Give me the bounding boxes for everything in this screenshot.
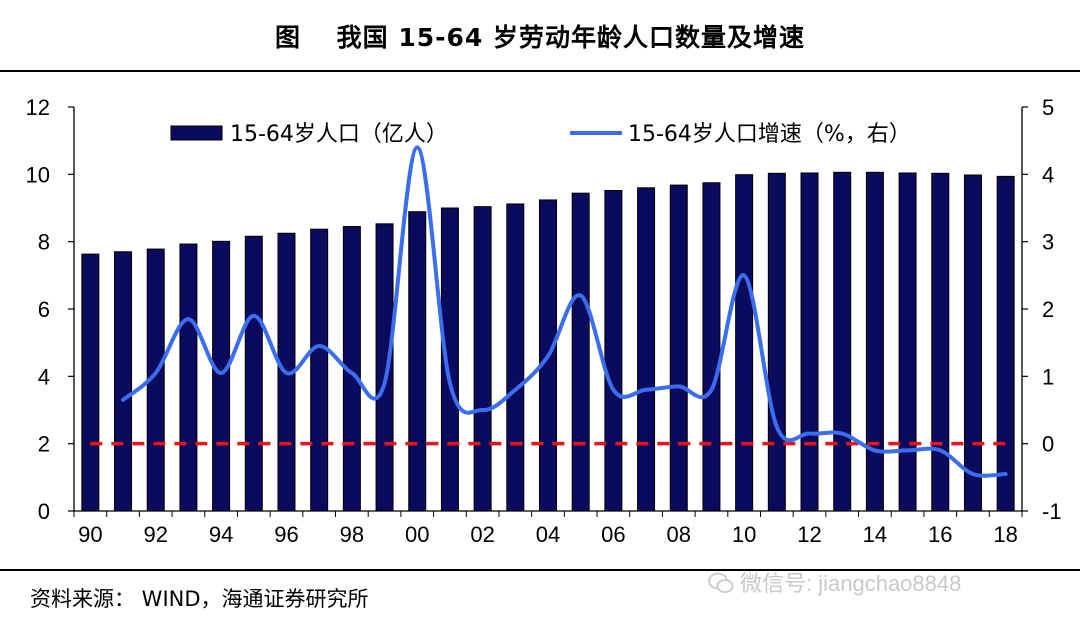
bar: [179, 243, 198, 512]
x-tick-label: 98: [340, 522, 364, 547]
bar: [375, 223, 394, 512]
x-tick-label: 90: [78, 522, 102, 547]
right-y-tick-label: 3: [1042, 230, 1054, 255]
bar: [996, 175, 1015, 512]
x-tick-label: 18: [993, 522, 1017, 547]
bar: [702, 182, 721, 512]
x-tick-label: 00: [405, 522, 429, 547]
bar: [800, 172, 819, 512]
left-y-tick-label: 12: [26, 95, 50, 120]
line-series-layer: [121, 145, 1008, 478]
x-tick-label: 92: [143, 522, 167, 547]
watermark-text: 微信号: jiangchao8848: [740, 571, 962, 596]
bar: [473, 206, 492, 512]
x-tick-label: 06: [601, 522, 625, 547]
left-y-tick-label: 10: [26, 162, 50, 187]
bar: [865, 171, 884, 512]
growth-rate-line: [121, 145, 1008, 478]
bar: [735, 174, 754, 512]
x-tick-label: 14: [863, 522, 887, 547]
bar: [310, 228, 329, 512]
bar: [114, 251, 133, 512]
title-row: 图 我国 15-64 岁劳动年龄人口数量及增速: [0, 0, 1080, 70]
x-tick-label: 16: [928, 522, 952, 547]
source-note: 资料来源： WIND，海通证券研究所: [30, 587, 369, 611]
bar: [506, 203, 525, 512]
bar: [408, 211, 427, 512]
left-y-tick-label: 8: [38, 230, 50, 255]
x-tick-label: 02: [470, 522, 494, 547]
bar: [898, 172, 917, 512]
bar: [212, 240, 231, 512]
bar: [833, 171, 852, 512]
bar: [669, 184, 688, 512]
legend: 15-64岁人口（亿人） 15-64岁人口增速（%，右）: [170, 122, 911, 147]
bar: [440, 207, 459, 512]
left-y-tick-label: 6: [38, 297, 50, 322]
bar: [244, 235, 263, 512]
bar: [604, 189, 623, 512]
right-y-tick-label: 2: [1042, 297, 1054, 322]
legend-line-label: 15-64岁人口增速（%，右）: [628, 122, 911, 147]
right-y-tick-label: 4: [1042, 162, 1054, 187]
bar-series-layer: [81, 171, 1015, 512]
title-rule: [0, 70, 1080, 72]
x-tick-label: 12: [797, 522, 821, 547]
wechat-icon: [708, 572, 734, 593]
chart-title: 图 我国 15-64 岁劳动年龄人口数量及增速: [274, 23, 806, 52]
left-y-tick-label: 2: [38, 432, 50, 457]
left-y-tick-label: 4: [38, 364, 50, 389]
left-y-tick-label: 0: [38, 499, 50, 524]
right-y-tick-label: 1: [1042, 364, 1054, 389]
bar: [342, 226, 361, 512]
bar: [81, 253, 100, 512]
bar: [931, 172, 950, 512]
legend-bar-label: 15-64岁人口（亿人）: [230, 122, 448, 147]
watermark: 微信号: jiangchao8848: [708, 566, 961, 598]
bar: [963, 174, 982, 512]
x-tick-label: 94: [209, 522, 233, 547]
right-y-tick-label: 0: [1042, 432, 1054, 457]
legend-bar-swatch: [170, 125, 223, 141]
right-y-tick-label: -1: [1042, 499, 1062, 524]
footer-rule: [0, 569, 1080, 571]
bar: [571, 192, 590, 512]
bar: [767, 172, 786, 512]
x-tick-label: 10: [732, 522, 756, 547]
x-tick-label: 08: [667, 522, 691, 547]
x-tick-label: 96: [274, 522, 298, 547]
x-tick-label: 04: [536, 522, 560, 547]
right-y-tick-label: 5: [1042, 95, 1054, 120]
bar: [637, 187, 656, 512]
